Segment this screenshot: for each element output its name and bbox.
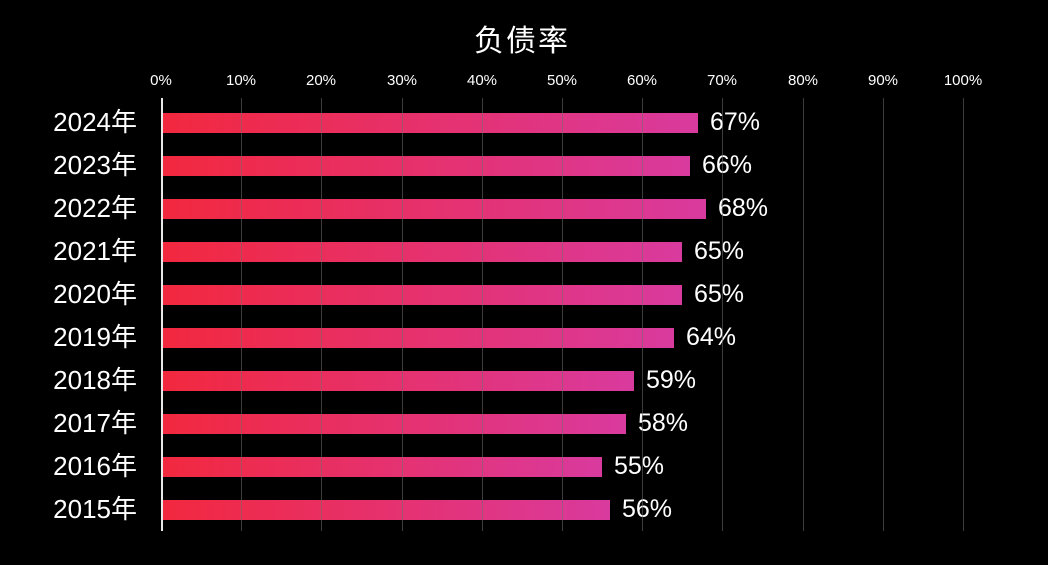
bar-row: 58%: [161, 402, 963, 445]
x-tick-label: 40%: [466, 72, 498, 89]
x-tick-label: 60%: [626, 72, 658, 89]
x-tick-label: 70%: [706, 72, 738, 89]
value-label: 58%: [638, 409, 689, 437]
plot-area: 67% 66% 68% 65% 65% 64% 59% 58% 55% 56%: [161, 98, 964, 531]
x-tick-label: 0%: [150, 72, 172, 89]
value-label: 65%: [694, 280, 745, 308]
grid-line: [241, 98, 242, 531]
value-label: 59%: [646, 366, 697, 394]
bar: [161, 327, 674, 348]
category-label: 2024年: [53, 107, 137, 137]
bar-row: 56%: [161, 488, 963, 531]
value-label: 55%: [614, 452, 665, 480]
grid-line: [562, 98, 563, 531]
category-label: 2020年: [53, 279, 137, 309]
bar: [161, 456, 602, 477]
grid-line: [482, 98, 483, 531]
bars: 67% 66% 68% 65% 65% 64% 59% 58% 55% 56%: [161, 101, 963, 531]
x-tick-label: 30%: [386, 72, 418, 89]
y-axis-line: [161, 98, 163, 531]
grid-line: [321, 98, 322, 531]
grid-line: [722, 98, 723, 531]
chart-title: 负债率: [474, 25, 570, 58]
value-label: 67%: [710, 108, 761, 136]
x-tick-label: 100%: [943, 72, 983, 89]
category-label: 2023年: [53, 150, 137, 180]
x-tick-label: 20%: [305, 72, 337, 89]
value-label: 66%: [702, 151, 753, 179]
bar-row: 68%: [161, 187, 963, 230]
bar: [161, 413, 626, 434]
category-label: 2022年: [53, 193, 137, 223]
x-tick-label: 90%: [867, 72, 899, 89]
bar: [161, 155, 690, 176]
grid-line: [642, 98, 643, 531]
grid-line: [883, 98, 884, 531]
bar-row: 64%: [161, 316, 963, 359]
x-axis-ticks: 0% 10% 20% 30% 40% 50% 60% 70% 80% 90% 100%: [0, 72, 1048, 92]
value-label: 65%: [694, 237, 745, 265]
bar: [161, 499, 610, 520]
grid-line: [402, 98, 403, 531]
x-tick-label: 10%: [225, 72, 257, 89]
category-label: 2016年: [53, 451, 137, 481]
bar: [161, 284, 682, 305]
bar-row: 67%: [161, 101, 963, 144]
bar-row: 65%: [161, 273, 963, 316]
grid-line: [963, 98, 964, 531]
bar: [161, 241, 682, 262]
bar-row: 59%: [161, 359, 963, 402]
bar: [161, 112, 698, 133]
x-tick-label: 80%: [787, 72, 819, 89]
bar-row: 55%: [161, 445, 963, 488]
bar: [161, 370, 634, 391]
category-labels: 2024年 2023年 2022年 2021年 2020年 2019年 2018年 2017年…: [0, 101, 137, 531]
category-label: 2015年: [53, 494, 137, 524]
bar-row: 65%: [161, 230, 963, 273]
category-label: 2018年: [53, 365, 137, 395]
value-label: 64%: [686, 323, 737, 351]
category-label: 2021年: [53, 236, 137, 266]
bar: [161, 198, 706, 219]
value-label: 56%: [622, 495, 673, 523]
category-label: 2017年: [53, 408, 137, 438]
grid-line: [803, 98, 804, 531]
bar-row: 66%: [161, 144, 963, 187]
category-label: 2019年: [53, 322, 137, 352]
x-tick-label: 50%: [546, 72, 578, 89]
value-label: 68%: [718, 194, 769, 222]
